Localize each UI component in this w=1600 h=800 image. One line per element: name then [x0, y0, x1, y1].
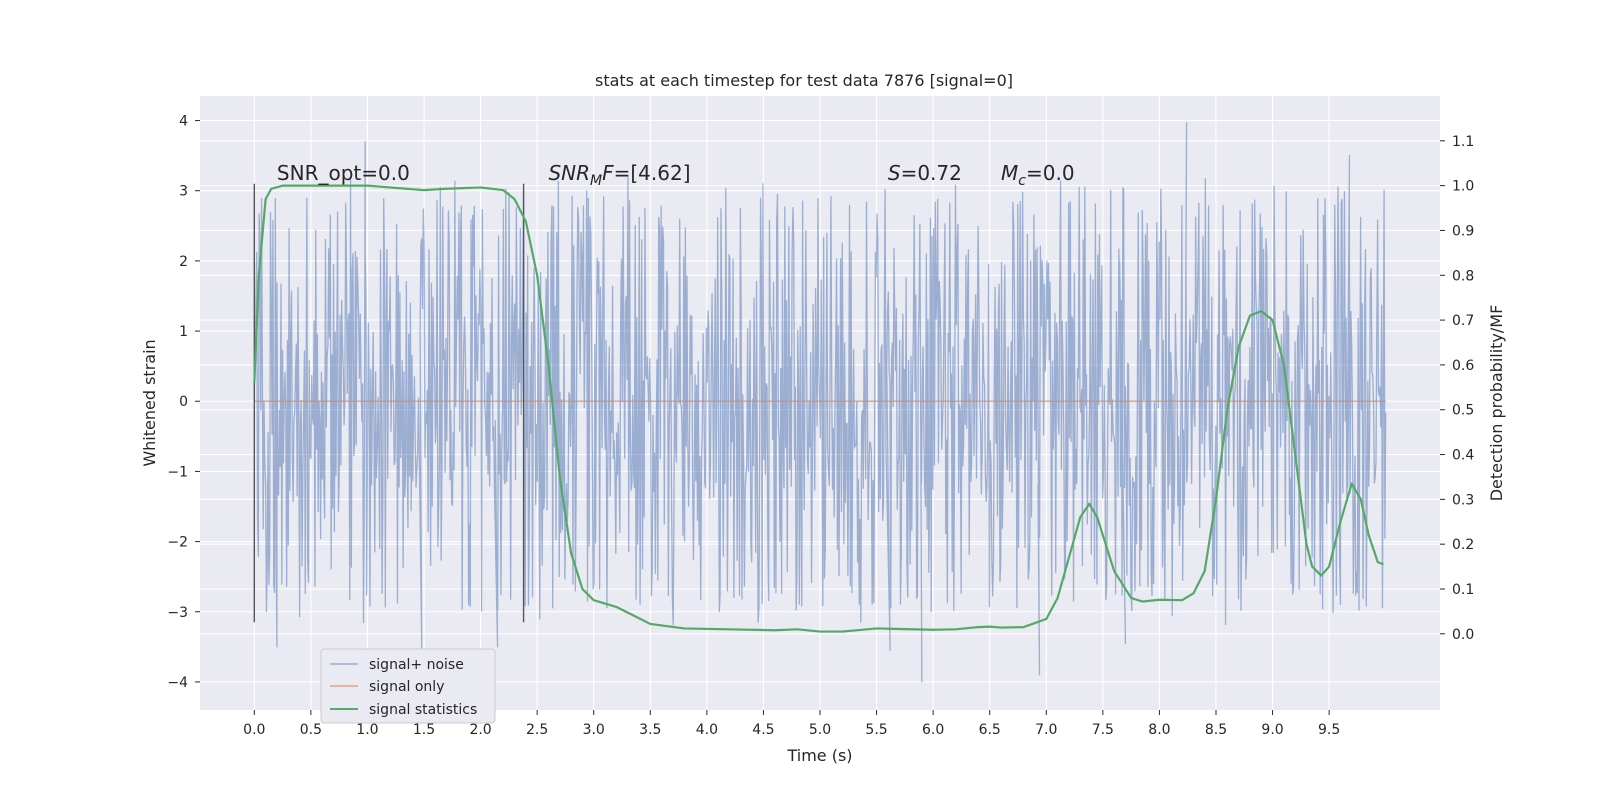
y2-tick-label: 0.5 — [1452, 403, 1474, 419]
annotation-part: =0.72 — [901, 161, 962, 185]
x-tick-label: 5.5 — [865, 722, 887, 738]
annotation-part: SNR_opt=0.0 — [277, 161, 410, 185]
series-signal-plus-noise — [253, 122, 1387, 683]
y2-axis-ticks: 1.1 1.0 0.9 0.8 0.7 0.6 0.5 0.4 0.3 0.2 0.1 0.0 — [1440, 134, 1474, 643]
chart-title: stats at each timestep for test data 787… — [595, 71, 1013, 90]
annotation-part: =0.0 — [1026, 161, 1075, 185]
x-tick-label: 0.5 — [300, 722, 322, 738]
y-tick-label: −1 — [167, 464, 188, 480]
legend: signal+ noise signal only signal statist… — [320, 648, 496, 724]
x-axis-label: Time (s) — [786, 746, 852, 765]
y2-tick-label: 0.1 — [1452, 582, 1474, 598]
annotations: SNR_opt=0.0 SNRMF=[4.62] S=0.72 Mc=0.0 — [277, 161, 1075, 189]
y-axis-label: Whitened strain — [140, 339, 159, 466]
annotation-part: F — [602, 161, 614, 185]
y2-tick-label: 1.0 — [1452, 179, 1474, 195]
annotation-0: SNR_opt=0.0 — [277, 161, 410, 185]
y2-tick-label: 0.2 — [1452, 537, 1474, 553]
y2-tick-label: 0.6 — [1452, 358, 1474, 374]
signal-statistics-line — [253, 184, 1384, 633]
y-tick-label: 1 — [179, 324, 188, 340]
y-tick-label: 0 — [179, 394, 188, 410]
x-tick-label: 3.5 — [639, 722, 661, 738]
x-tick-label: 0.0 — [243, 722, 265, 738]
y-tick-label: 3 — [179, 184, 188, 200]
x-tick-label: 6.5 — [979, 722, 1001, 738]
legend-label-signal-statistics: signal statistics — [369, 702, 477, 718]
y-tick-label: −4 — [167, 675, 188, 691]
legend-label-signal-only: signal only — [369, 679, 444, 695]
legend-box — [320, 648, 496, 724]
y2-tick-label: 0.8 — [1452, 268, 1474, 284]
x-tick-label: 9.5 — [1318, 722, 1340, 738]
y-tick-label: −3 — [167, 605, 188, 621]
y2-tick-label: 0.7 — [1452, 313, 1474, 329]
x-tick-label: 2.5 — [526, 722, 548, 738]
y-tick-label: −2 — [167, 535, 188, 551]
x-tick-label: 3.0 — [583, 722, 605, 738]
x-tick-label: 7.0 — [1035, 722, 1057, 738]
window-markers — [253, 183, 525, 623]
annotation-part: SNR — [548, 161, 590, 185]
x-tick-label: 1.5 — [413, 722, 435, 738]
x-tick-label: 6.0 — [922, 722, 944, 738]
y2-tick-label: 1.1 — [1452, 134, 1474, 150]
x-tick-label: 2.0 — [469, 722, 491, 738]
y2-tick-label: 0.0 — [1452, 627, 1474, 643]
x-tick-label: 4.0 — [696, 722, 718, 738]
x-tick-label: 1.0 — [356, 722, 378, 738]
y2-tick-label: 0.3 — [1452, 492, 1474, 508]
annotation-part: =[4.62] — [614, 161, 691, 185]
annotation-part: M — [1001, 161, 1018, 185]
x-tick-label: 5.0 — [809, 722, 831, 738]
y2-tick-label: 0.4 — [1452, 448, 1474, 464]
annotation-part: M — [590, 173, 602, 189]
y-tick-label: 4 — [179, 114, 188, 130]
series-signal-statistics — [253, 184, 1384, 633]
annotation-3: Mc=0.0 — [1001, 161, 1075, 189]
y-tick-label: 2 — [179, 254, 188, 270]
annotation-1: SNRMF=[4.62] — [548, 161, 690, 189]
noise-trace-line — [253, 122, 1387, 683]
y2-tick-label: 0.9 — [1452, 223, 1474, 239]
x-tick-label: 8.0 — [1148, 722, 1170, 738]
x-tick-label: 8.5 — [1205, 722, 1227, 738]
x-tick-label: 7.5 — [1092, 722, 1114, 738]
y2-axis-label: Detection probability/MF — [1487, 305, 1506, 502]
annotation-2: S=0.72 — [888, 161, 962, 185]
y-axis-ticks: 4 3 2 1 0 −1 −2 −3 −4 — [167, 114, 200, 691]
x-tick-label: 9.0 — [1261, 722, 1283, 738]
x-axis-ticks: 0.0 0.5 1.0 1.5 2.0 2.5 3.0 3.5 4.0 4.5 5.0 5.5 6.0 6… — [243, 710, 1340, 738]
annotation-part: S — [888, 161, 901, 185]
legend-label-signal-plus-noise: signal+ noise — [369, 657, 464, 673]
x-tick-label: 4.5 — [752, 722, 774, 738]
annotation-part: c — [1018, 173, 1026, 189]
